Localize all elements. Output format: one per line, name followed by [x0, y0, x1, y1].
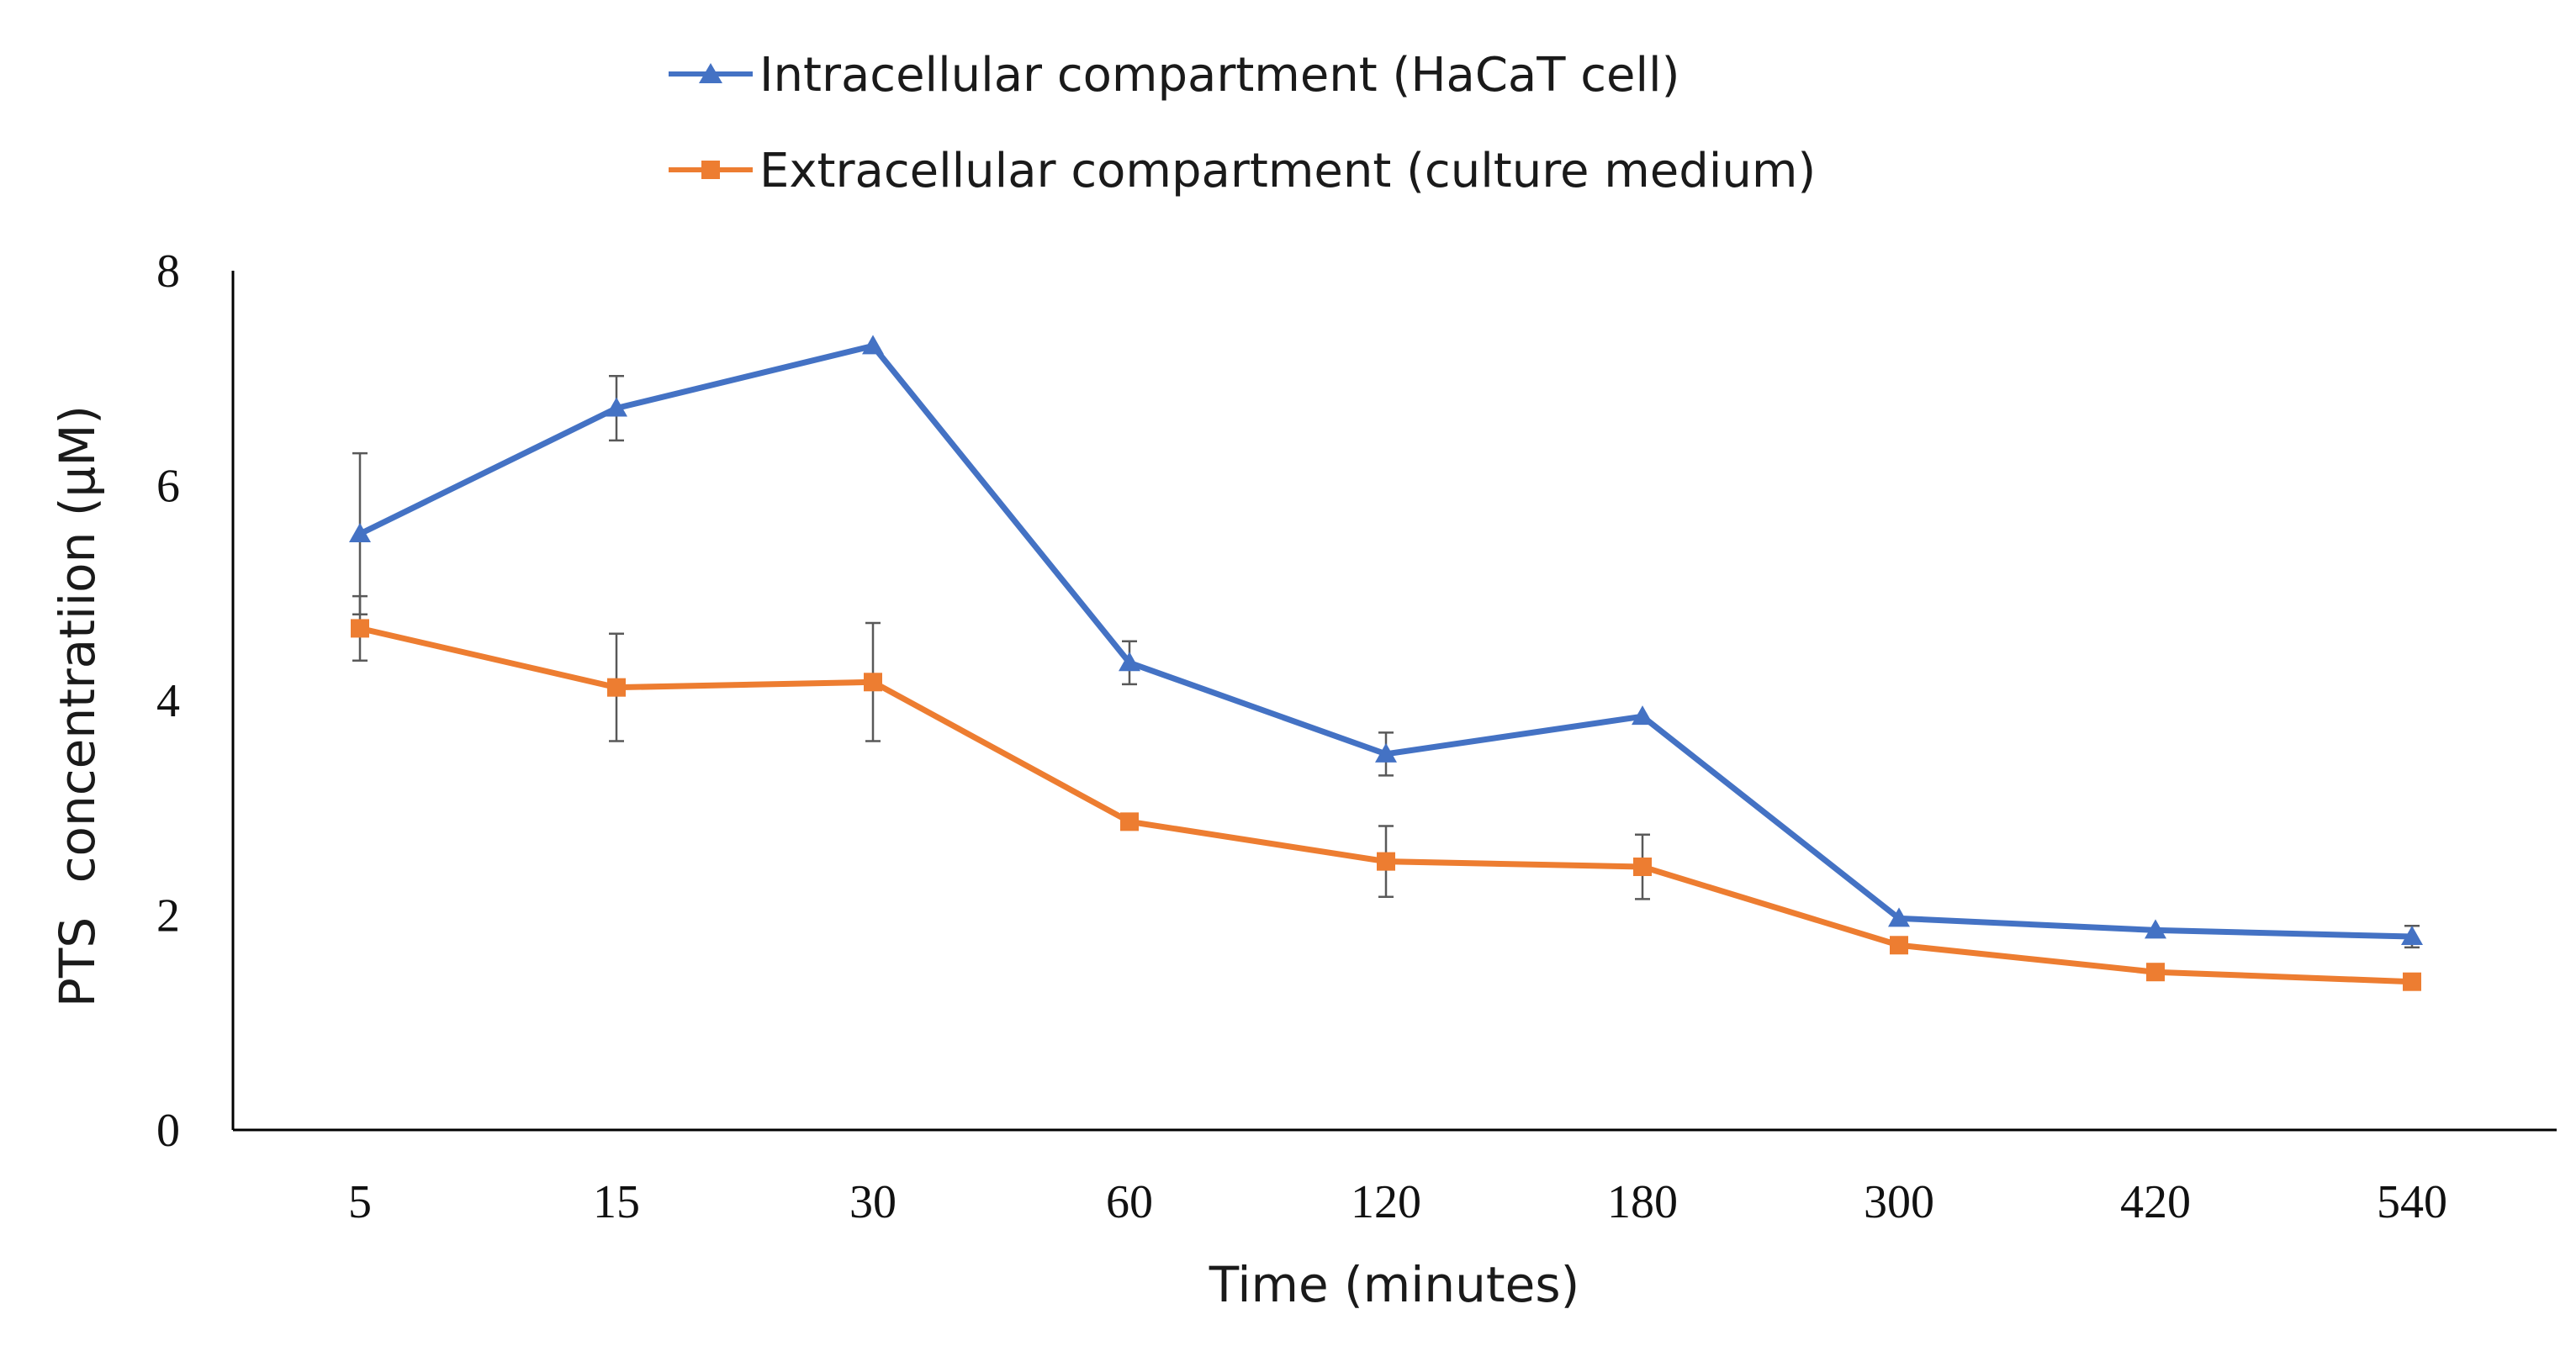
data-point-intracellular: [1888, 907, 1910, 927]
series-intracellular: [349, 335, 2423, 949]
y-axis-title-unit: concentratiion (μM): [49, 405, 106, 883]
x-tick-label: 5: [348, 1176, 372, 1228]
data-point-intracellular: [606, 397, 627, 417]
x-tick-label: 60: [1106, 1176, 1153, 1228]
data-point-intracellular: [1119, 652, 1140, 672]
x-tick-label: 30: [849, 1176, 897, 1228]
data-point-extracellular: [607, 678, 626, 697]
plot-area: [349, 335, 2423, 991]
series-extracellular: [351, 594, 2421, 991]
x-axis-title: Time (minutes): [1209, 1256, 1579, 1313]
data-point-intracellular: [862, 335, 884, 355]
data-point-intracellular: [1632, 705, 1653, 726]
y-tick-label: 6: [156, 461, 180, 513]
data-point-intracellular: [2145, 919, 2166, 939]
x-tick-labels: 5 15 30 60 120 180 300 420 540: [348, 1176, 2447, 1228]
y-tick-label: 0: [156, 1105, 180, 1157]
x-tick-label: 540: [2377, 1176, 2447, 1228]
data-point-intracellular: [1375, 742, 1397, 763]
y-axis-title-pts: PTS: [49, 917, 106, 1007]
x-tick-label: 180: [1607, 1176, 1678, 1228]
legend-marker-extracellular: [701, 161, 720, 179]
y-tick-label: 4: [156, 675, 180, 727]
data-point-extracellular: [1633, 858, 1652, 877]
x-tick-label: 15: [593, 1176, 640, 1228]
data-point-intracellular: [2401, 926, 2423, 946]
y-tick-label: 8: [156, 245, 180, 298]
data-point-extracellular: [1377, 852, 1395, 871]
y-axis-title: PTS concentratiion (μM): [49, 405, 106, 1007]
legend-item-intracellular: Intracellular compartment (HaCaT cell): [669, 48, 1679, 103]
legend-label-intracellular: Intracellular compartment (HaCaT cell): [759, 48, 1679, 103]
legend-label-extracellular: Extracellular compartment (culture mediu…: [759, 144, 1816, 198]
legend-marker-intracellular: [699, 63, 722, 83]
data-point-extracellular: [351, 619, 369, 638]
x-tick-label: 120: [1351, 1176, 1421, 1228]
data-point-extracellular: [1120, 812, 1139, 831]
legend: Intracellular compartment (HaCaT cell) E…: [669, 48, 1816, 198]
x-tick-label: 420: [2120, 1176, 2191, 1228]
data-point-extracellular: [864, 673, 882, 692]
y-tick-labels: 0 2 4 6 8: [156, 245, 180, 1157]
data-point-extracellular: [2146, 963, 2165, 982]
x-tick-label: 300: [1864, 1176, 1934, 1228]
data-point-extracellular: [2403, 972, 2421, 991]
data-point-extracellular: [1890, 936, 1908, 955]
y-tick-label: 2: [156, 890, 180, 942]
data-point-intracellular: [349, 522, 371, 542]
legend-item-extracellular: Extracellular compartment (culture mediu…: [669, 144, 1816, 198]
